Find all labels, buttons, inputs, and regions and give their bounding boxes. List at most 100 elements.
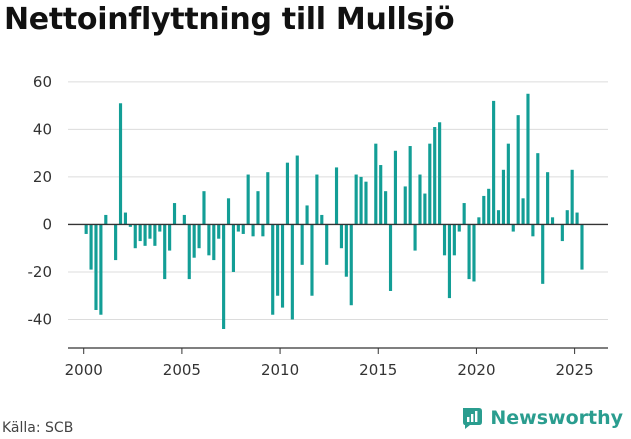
x-tick-label: 2010 [261, 361, 299, 379]
bar [251, 224, 255, 237]
bar [123, 212, 128, 225]
bar [226, 198, 231, 225]
bar [305, 205, 309, 225]
bar [388, 224, 393, 291]
bar [349, 224, 353, 306]
bar [89, 224, 93, 270]
bar [271, 224, 275, 315]
bar [310, 224, 314, 296]
bar [359, 176, 363, 225]
bar [212, 224, 216, 261]
bar [334, 167, 339, 225]
bar [428, 143, 432, 225]
bar [526, 93, 530, 225]
y-tick-label: -20 [28, 263, 53, 281]
bar [246, 174, 250, 225]
bar [290, 224, 294, 320]
bar [418, 174, 422, 225]
source-label: Källa: SCB [2, 420, 74, 436]
x-tick-label: 2015 [359, 361, 397, 379]
x-tick-label: 2005 [163, 361, 201, 379]
bar [202, 191, 206, 225]
bar [546, 172, 550, 225]
bar [300, 224, 304, 265]
x-tick-label: 2020 [457, 361, 495, 379]
bar [231, 224, 236, 272]
bar [320, 214, 324, 225]
bar [541, 224, 545, 284]
bar [580, 224, 584, 270]
bar [99, 224, 103, 315]
bars [84, 93, 584, 329]
bar [462, 203, 466, 225]
bar [536, 153, 540, 225]
bar [408, 146, 412, 225]
bar [217, 224, 221, 239]
bar [496, 210, 501, 225]
bar [158, 224, 162, 232]
bar [114, 224, 118, 261]
bar [276, 224, 280, 296]
bar [531, 224, 535, 237]
bar [467, 224, 471, 280]
bar [266, 172, 270, 225]
bar [187, 224, 191, 280]
x-tick-label: 2000 [65, 361, 103, 379]
bar [94, 224, 98, 310]
bar [295, 155, 299, 225]
bar [148, 224, 152, 239]
bar [516, 115, 520, 225]
bar [393, 150, 398, 225]
newsworthy-logo-icon [463, 408, 483, 429]
bar [575, 212, 579, 225]
brand-logo[interactable]: Newsworthy [460, 406, 623, 430]
bar [163, 224, 167, 280]
bar [506, 143, 510, 225]
bar [447, 224, 452, 299]
bar [192, 224, 196, 258]
y-tick-label: 20 [33, 168, 52, 186]
bar [565, 210, 569, 225]
bar [374, 143, 378, 225]
bar [477, 217, 481, 225]
bar [384, 191, 388, 225]
bar [138, 224, 142, 242]
bar [570, 169, 574, 225]
bar [236, 224, 240, 232]
bar [492, 100, 496, 225]
bar [560, 224, 564, 242]
bar [128, 224, 132, 227]
bar [487, 188, 491, 225]
y-tick-label: 0 [42, 215, 52, 233]
x-axis [68, 347, 608, 354]
bar [550, 217, 555, 225]
bar [521, 198, 525, 225]
y-tick-label: 60 [33, 73, 52, 91]
bar [423, 193, 427, 225]
bar [315, 174, 319, 225]
bar [84, 224, 88, 234]
bar [482, 195, 486, 225]
bar [118, 103, 123, 225]
bar [452, 224, 456, 256]
bar [379, 165, 383, 225]
bar [285, 162, 290, 225]
bar [325, 224, 329, 265]
y-tick-label: 40 [33, 120, 52, 138]
chart-title: Nettoinflyttning till Mullsjö [4, 2, 455, 37]
bar [222, 224, 226, 329]
y-tick-labels: -40 -20 0 20 40 60 [28, 73, 53, 329]
bar [153, 224, 157, 246]
bar [104, 214, 108, 225]
brand-name: Newsworthy [490, 407, 623, 429]
bar [438, 122, 442, 225]
bar [457, 224, 461, 232]
bar [241, 224, 245, 234]
bar [168, 224, 172, 251]
bar [197, 224, 201, 249]
bar [133, 224, 137, 249]
bar [280, 224, 285, 308]
bar [354, 174, 358, 225]
bar [364, 181, 368, 225]
